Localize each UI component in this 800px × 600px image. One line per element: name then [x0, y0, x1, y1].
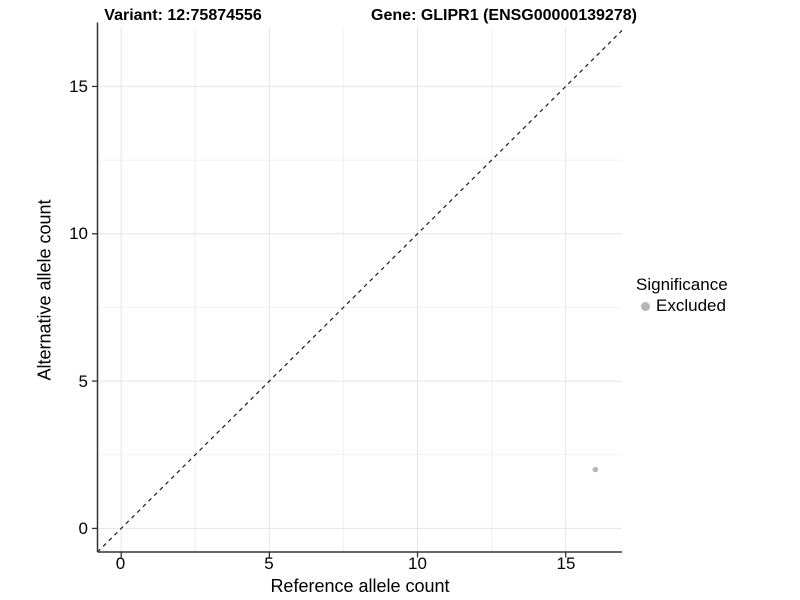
y-axis-title: Alternative allele count: [34, 199, 55, 381]
legend-item-label: Excluded: [656, 296, 726, 315]
legend: Significance Excluded: [636, 275, 728, 316]
x-tick-label: 5: [264, 554, 274, 573]
y-tick-label: 0: [78, 519, 88, 538]
x-tick-label: 0: [115, 554, 126, 573]
x-tick-label: 10: [408, 554, 427, 573]
x-axis-title: Reference allele count: [270, 576, 450, 596]
x-tick-label: 15: [556, 554, 576, 573]
identity-dashed-line: [97, 30, 623, 553]
y-tick-label: 5: [78, 371, 88, 391]
y-tick-label: 10: [69, 224, 88, 243]
gene-title: Gene: GLIPR1 (ENSG00000139278): [371, 7, 637, 24]
variant-title: Variant: 12:75874556: [104, 7, 262, 24]
y-tick-label: 15: [69, 77, 88, 96]
legend-title: Significance: [636, 275, 728, 294]
legend-item-excluded: Excluded: [636, 296, 728, 316]
excluded-point-icon: [641, 301, 650, 311]
data-point: [592, 466, 599, 473]
